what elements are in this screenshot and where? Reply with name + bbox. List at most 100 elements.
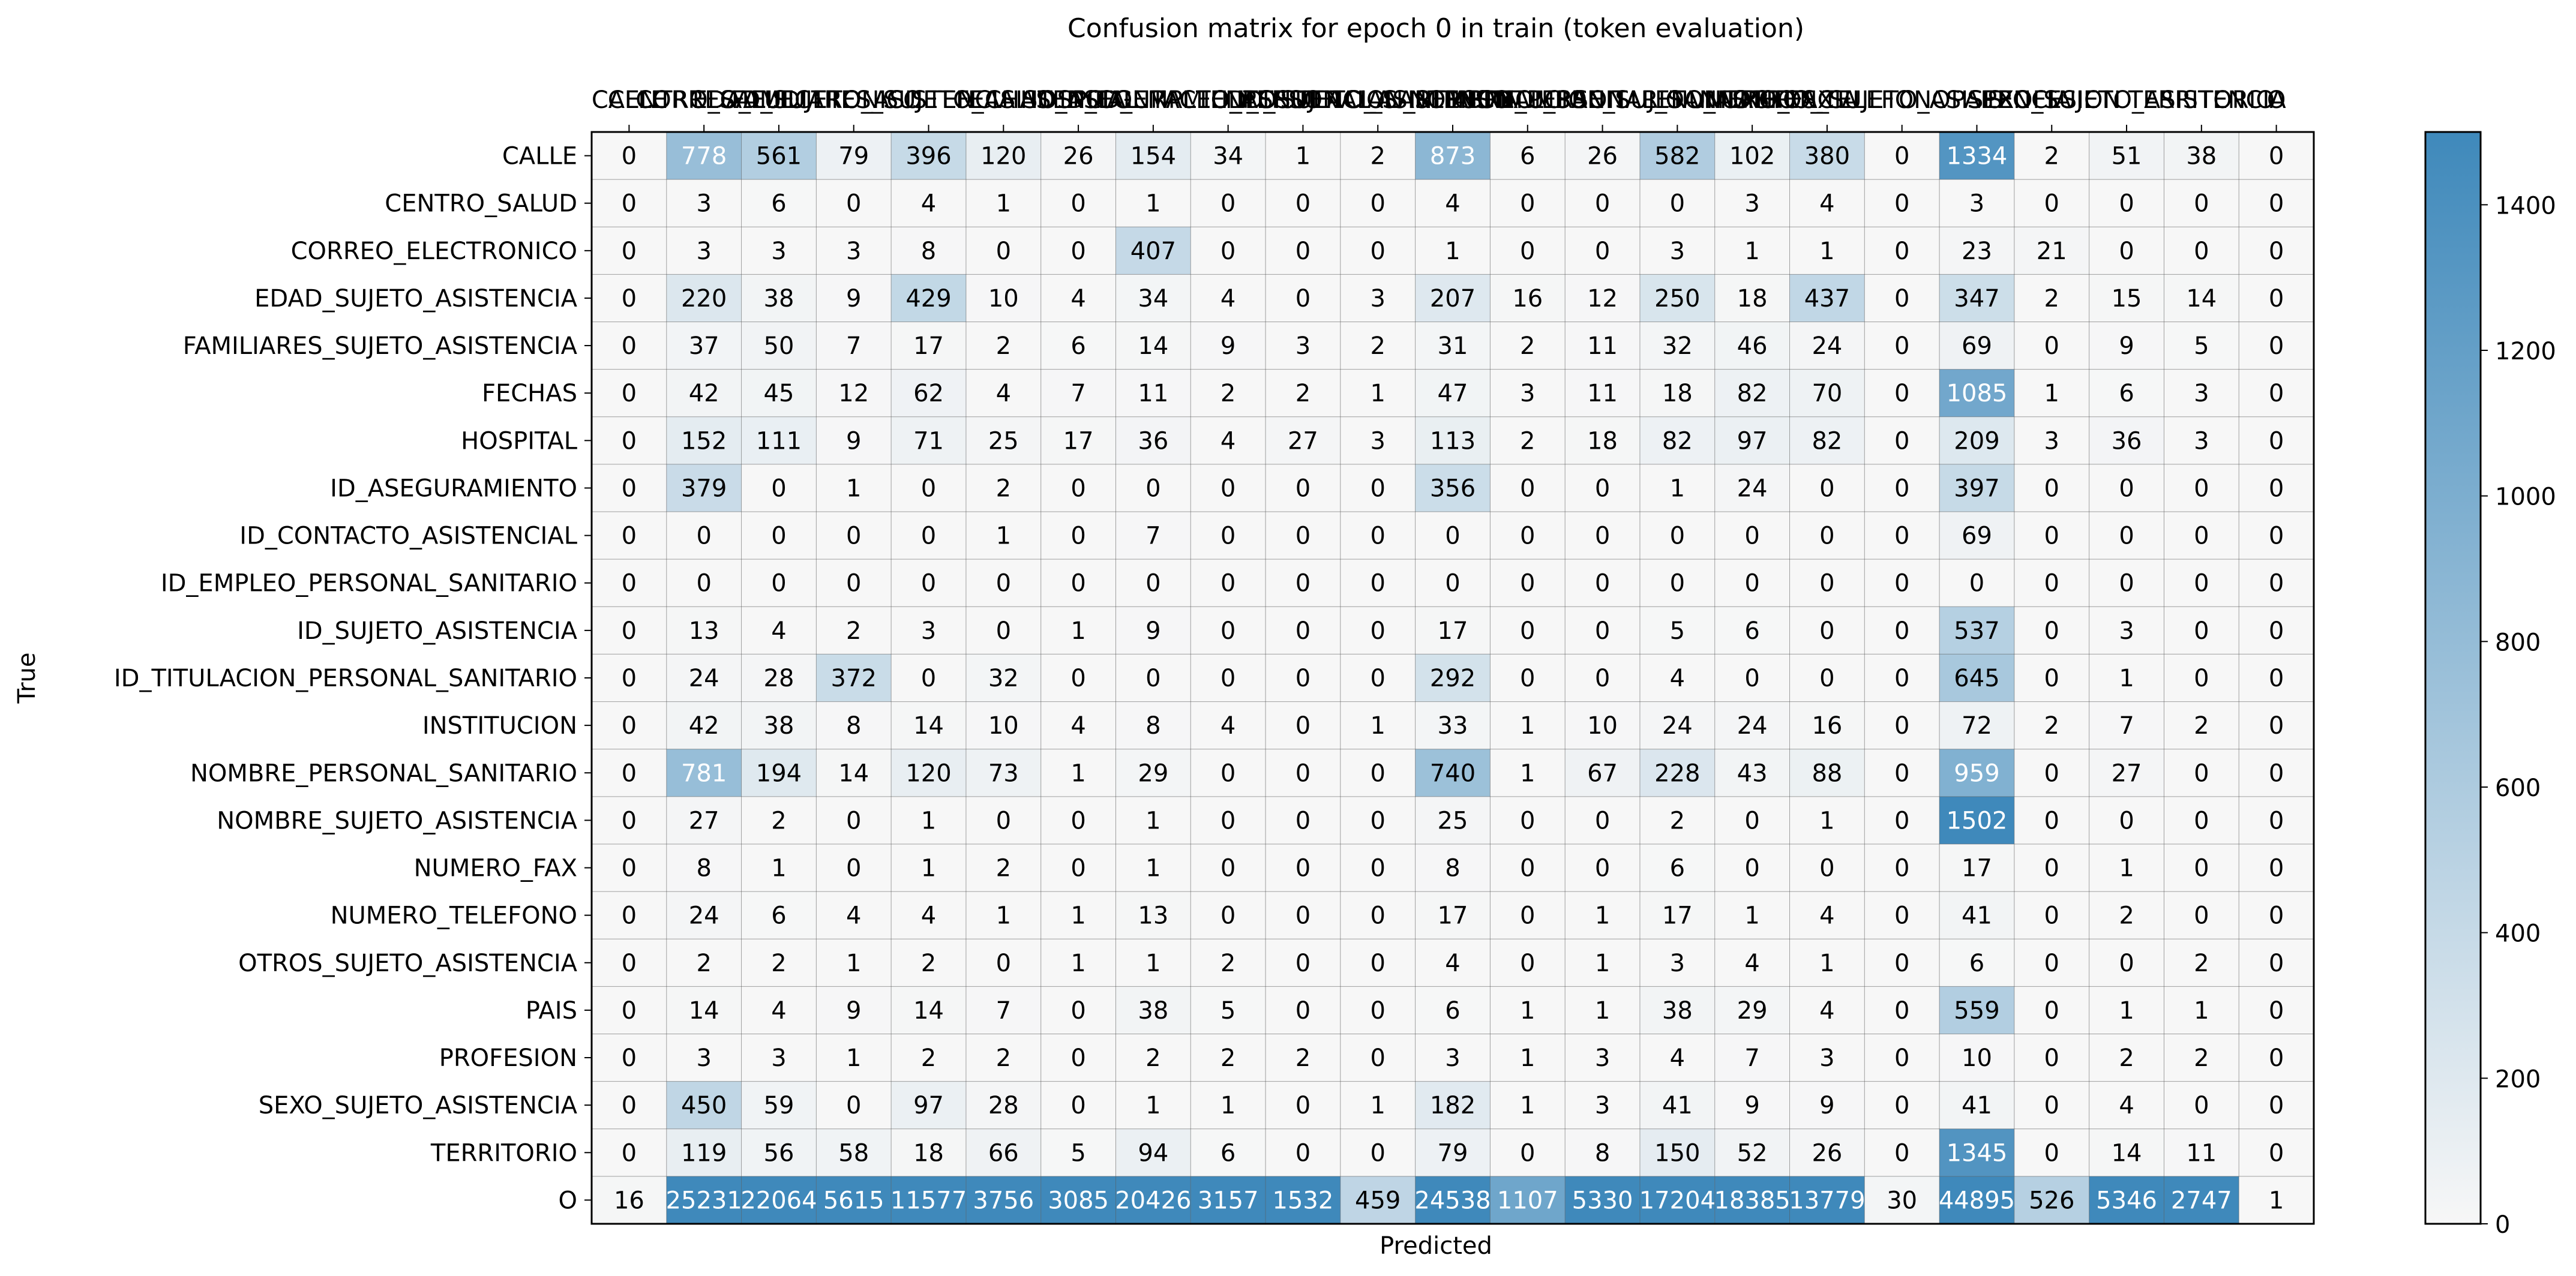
- cell-value-label: 0: [921, 570, 936, 598]
- cell-value-label: 82: [1662, 427, 1693, 455]
- heatmap-cell: [2239, 607, 2314, 654]
- heatmap-cell: [1565, 1034, 1640, 1082]
- heatmap-cell: [816, 416, 892, 464]
- heatmap-cell: [592, 891, 667, 939]
- cell-value-label: 4: [1819, 902, 1834, 930]
- heatmap-cell: [1340, 1081, 1416, 1129]
- heatmap-cell: [592, 1081, 667, 1129]
- cell-value-label: 0: [1370, 238, 1385, 265]
- heatmap-cell: [1714, 464, 1790, 512]
- heatmap-cell: [592, 416, 667, 464]
- cell-value-label: 1: [1070, 617, 1085, 645]
- heatmap-cell: [1265, 701, 1341, 749]
- cell-value-label: 32: [988, 665, 1019, 692]
- cell-value-label: 5: [1670, 617, 1685, 645]
- heatmap-cell: [1340, 701, 1416, 749]
- cell-value-label: 9: [1819, 1092, 1834, 1119]
- cell-value-label: 150: [1654, 1139, 1700, 1167]
- cell-value-label: 17204: [1639, 1187, 1716, 1214]
- heatmap-cell: [2164, 1128, 2239, 1176]
- cell-value-label: 10: [1587, 712, 1618, 740]
- cell-value-label: 0: [996, 570, 1011, 598]
- x-tick-labels: CALLECENTRO_SALUDCORREO_ELECTRONICOEDAD_…: [592, 86, 2286, 132]
- heatmap-cell: [1190, 843, 1266, 892]
- cell-value-label: 0: [1220, 238, 1235, 265]
- colorbar-tick-label: 0: [2495, 1211, 2510, 1239]
- cell-value-label: 0: [1894, 855, 1909, 882]
- heatmap-cell: [1265, 559, 1341, 607]
- cell-value-label: 3: [1370, 285, 1385, 313]
- cell-value-label: 0: [2119, 475, 2134, 502]
- cell-value-label: 0: [696, 523, 711, 550]
- heatmap-cell: [1415, 986, 1491, 1034]
- cell-value-label: 0: [1296, 238, 1311, 265]
- cell-value-label: 407: [1130, 238, 1176, 265]
- cell-value-label: 0: [1370, 902, 1385, 930]
- cell-value-label: 0: [1370, 1139, 1385, 1167]
- heatmap-cell: [1565, 179, 1640, 227]
- cell-value-label: 0: [1070, 190, 1085, 218]
- heatmap-cell: [2089, 1034, 2164, 1082]
- heatmap-cell: [1415, 843, 1491, 892]
- heatmap-cell: [666, 1081, 742, 1129]
- heatmap-cell: [1340, 559, 1416, 607]
- heatmap-cell: [1639, 274, 1715, 322]
- cell-value-label: 0: [1145, 665, 1160, 692]
- heatmap-cell: [1714, 1176, 1790, 1224]
- cell-value-label: 0: [2269, 238, 2284, 265]
- cell-value-label: 3: [1819, 1044, 1834, 1072]
- cell-value-label: 0: [1220, 759, 1235, 787]
- heatmap-cell: [741, 843, 817, 892]
- cell-value-label: 3: [1595, 1092, 1610, 1119]
- cell-value-label: 0: [1894, 997, 1909, 1025]
- cell-value-label: 4: [1670, 665, 1685, 692]
- cell-value-label: 3: [1744, 190, 1759, 218]
- heatmap-cell: [2164, 843, 2239, 892]
- cell-value-label: 36: [2112, 427, 2142, 455]
- colorbar-ticks: 0 200 400 600 800 1000 1200 1400: [2481, 192, 2556, 1239]
- cell-value-label: 6: [771, 190, 786, 218]
- cell-value-label: 42: [689, 712, 719, 740]
- heatmap-cell: [1639, 1034, 1715, 1082]
- cell-value-label: 0: [1744, 570, 1759, 598]
- heatmap-cell: [1565, 654, 1640, 702]
- heatmap-cell: [1639, 607, 1715, 654]
- cell-value-label: 194: [756, 759, 802, 787]
- cell-value-label: 0: [1520, 570, 1535, 598]
- heatmap-cell: [1040, 1034, 1116, 1082]
- heatmap-cell: [1265, 1081, 1341, 1129]
- heatmap-cell: [592, 607, 667, 654]
- cell-value-label: 3: [1370, 427, 1385, 455]
- heatmap-cell: [666, 891, 742, 939]
- cell-value-label: 0: [2044, 475, 2059, 502]
- x-tick-label: ID_ASEGURAMIENTO: [1030, 86, 1277, 114]
- heatmap-cell: [1789, 796, 1865, 844]
- heatmap-cell: [1714, 1081, 1790, 1129]
- cell-value-label: 959: [1954, 759, 1999, 787]
- cell-value-label: 13779: [1789, 1187, 1865, 1214]
- cell-value-label: 1: [2269, 1187, 2284, 1214]
- heatmap-cell: [1415, 1081, 1491, 1129]
- cell-value-label: 34: [1138, 285, 1168, 313]
- cell-value-label: 1: [921, 807, 936, 834]
- cell-value-label: 2: [1145, 1044, 1160, 1072]
- heatmap-cell: [1714, 843, 1790, 892]
- heatmap-cell: [1714, 132, 1790, 180]
- heatmap-cell: [1115, 416, 1191, 464]
- heatmap-cell: [2014, 132, 2089, 180]
- heatmap-cell: [741, 369, 817, 417]
- heatmap-cell: [2014, 843, 2089, 892]
- heatmap-cell: [1565, 274, 1640, 322]
- cell-value-label: 41: [1962, 902, 1992, 930]
- cell-value-label: 9: [846, 427, 861, 455]
- heatmap-cell: [891, 1081, 966, 1129]
- y-tick-label: CORREO_ELECTRONICO: [291, 238, 577, 265]
- cell-value-label: 559: [1954, 997, 1999, 1025]
- cell-value-label: 2: [696, 950, 711, 977]
- heatmap-cell: [2014, 749, 2089, 797]
- heatmap-cell: [741, 796, 817, 844]
- cell-value-label: 0: [2194, 665, 2209, 692]
- cell-value-label: 3: [771, 238, 786, 265]
- heatmap-cell: [1490, 749, 1566, 797]
- cell-value-label: 0: [2044, 950, 2059, 977]
